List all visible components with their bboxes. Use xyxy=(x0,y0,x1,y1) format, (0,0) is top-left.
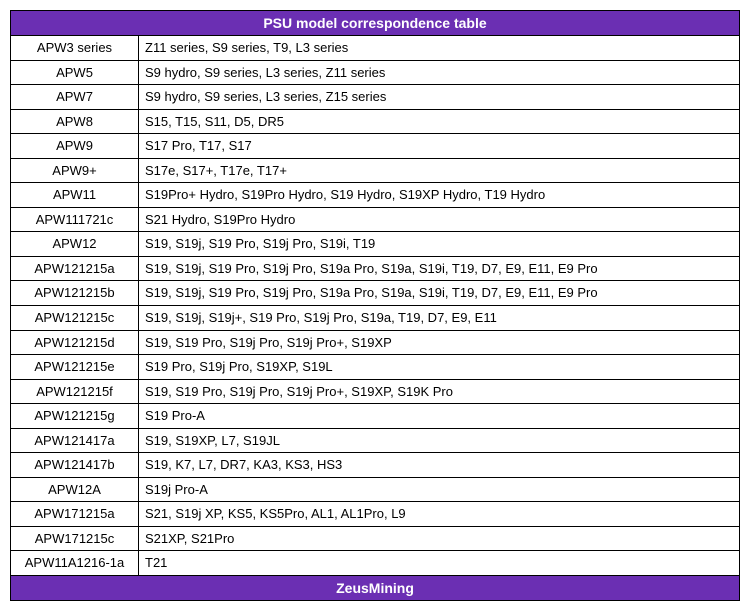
compat-cell: S19, K7, L7, DR7, KA3, KS3, HS3 xyxy=(139,453,740,478)
compat-cell: S19, S19 Pro, S19j Pro, S19j Pro+, S19XP xyxy=(139,330,740,355)
table-row: APW11A1216-1aT21 xyxy=(11,551,740,576)
table-footer: ZeusMining xyxy=(11,576,740,601)
compat-cell: T21 xyxy=(139,551,740,576)
table-row: APW121215fS19, S19 Pro, S19j Pro, S19j P… xyxy=(11,379,740,404)
psu-model-cell: APW12 xyxy=(11,232,139,257)
psu-model-cell: APW121215e xyxy=(11,355,139,380)
table-row: APW171215cS21XP, S21Pro xyxy=(11,526,740,551)
psu-model-cell: APW11 xyxy=(11,183,139,208)
compat-cell: S19, S19j, S19 Pro, S19j Pro, S19i, T19 xyxy=(139,232,740,257)
psu-model-cell: APW121215d xyxy=(11,330,139,355)
table-footer-row: ZeusMining xyxy=(11,576,740,601)
table-row: APW121215aS19, S19j, S19 Pro, S19j Pro, … xyxy=(11,256,740,281)
compat-cell: S19j Pro-A xyxy=(139,477,740,502)
compat-cell: S19, S19j, S19 Pro, S19j Pro, S19a Pro, … xyxy=(139,281,740,306)
psu-model-cell: APW111721c xyxy=(11,207,139,232)
compat-cell: S19, S19j, S19j+, S19 Pro, S19j Pro, S19… xyxy=(139,306,740,331)
table-row: APW12S19, S19j, S19 Pro, S19j Pro, S19i,… xyxy=(11,232,740,257)
table-row: APW121417bS19, K7, L7, DR7, KA3, KS3, HS… xyxy=(11,453,740,478)
compat-cell: S19, S19j, S19 Pro, S19j Pro, S19a Pro, … xyxy=(139,256,740,281)
compat-cell: S19Pro+ Hydro, S19Pro Hydro, S19 Hydro, … xyxy=(139,183,740,208)
compat-cell: S21XP, S21Pro xyxy=(139,526,740,551)
table-row: APW121215dS19, S19 Pro, S19j Pro, S19j P… xyxy=(11,330,740,355)
table-title: PSU model correspondence table xyxy=(11,11,740,36)
psu-model-cell: APW9 xyxy=(11,134,139,159)
compat-cell: S17 Pro, T17, S17 xyxy=(139,134,740,159)
table-row: APW3 seriesZ11 series, S9 series, T9, L3… xyxy=(11,36,740,61)
psu-model-cell: APW121215g xyxy=(11,404,139,429)
psu-model-cell: APW8 xyxy=(11,109,139,134)
compat-cell: S9 hydro, S9 series, L3 series, Z11 seri… xyxy=(139,60,740,85)
psu-model-cell: APW171215a xyxy=(11,502,139,527)
table-row: APW171215aS21, S19j XP, KS5, KS5Pro, AL1… xyxy=(11,502,740,527)
table-row: APW7S9 hydro, S9 series, L3 series, Z15 … xyxy=(11,85,740,110)
table-row: APW5S9 hydro, S9 series, L3 series, Z11 … xyxy=(11,60,740,85)
compat-cell: S19, S19 Pro, S19j Pro, S19j Pro+, S19XP… xyxy=(139,379,740,404)
psu-model-cell: APW121215c xyxy=(11,306,139,331)
table-row: APW8S15, T15, S11, D5, DR5 xyxy=(11,109,740,134)
psu-model-cell: APW121215f xyxy=(11,379,139,404)
psu-model-cell: APW121417b xyxy=(11,453,139,478)
compat-cell: S17e, S17+, T17e, T17+ xyxy=(139,158,740,183)
psu-model-cell: APW11A1216-1a xyxy=(11,551,139,576)
compat-cell: S21, S19j XP, KS5, KS5Pro, AL1, AL1Pro, … xyxy=(139,502,740,527)
compat-cell: S15, T15, S11, D5, DR5 xyxy=(139,109,740,134)
compat-cell: S19 Pro-A xyxy=(139,404,740,429)
table-row: APW9+S17e, S17+, T17e, T17+ xyxy=(11,158,740,183)
table-row: APW121215cS19, S19j, S19j+, S19 Pro, S19… xyxy=(11,306,740,331)
table-row: APW9S17 Pro, T17, S17 xyxy=(11,134,740,159)
psu-model-cell: APW9+ xyxy=(11,158,139,183)
compat-cell: S21 Hydro, S19Pro Hydro xyxy=(139,207,740,232)
psu-correspondence-table: PSU model correspondence table APW3 seri… xyxy=(10,10,740,601)
table-row: APW121215eS19 Pro, S19j Pro, S19XP, S19L xyxy=(11,355,740,380)
table-row: APW12AS19j Pro-A xyxy=(11,477,740,502)
compat-cell: S19 Pro, S19j Pro, S19XP, S19L xyxy=(139,355,740,380)
table-row: APW111721cS21 Hydro, S19Pro Hydro xyxy=(11,207,740,232)
table-header-row: PSU model correspondence table xyxy=(11,11,740,36)
table-row: APW121215bS19, S19j, S19 Pro, S19j Pro, … xyxy=(11,281,740,306)
psu-model-cell: APW121215a xyxy=(11,256,139,281)
compat-cell: S19, S19XP, L7, S19JL xyxy=(139,428,740,453)
psu-model-cell: APW5 xyxy=(11,60,139,85)
compat-cell: Z11 series, S9 series, T9, L3 series xyxy=(139,36,740,61)
compat-cell: S9 hydro, S9 series, L3 series, Z15 seri… xyxy=(139,85,740,110)
psu-model-cell: APW121417a xyxy=(11,428,139,453)
table-row: APW11S19Pro+ Hydro, S19Pro Hydro, S19 Hy… xyxy=(11,183,740,208)
psu-model-cell: APW7 xyxy=(11,85,139,110)
psu-model-cell: APW12A xyxy=(11,477,139,502)
psu-model-cell: APW3 series xyxy=(11,36,139,61)
psu-model-cell: APW171215c xyxy=(11,526,139,551)
psu-model-cell: APW121215b xyxy=(11,281,139,306)
table-row: APW121215gS19 Pro-A xyxy=(11,404,740,429)
table-row: APW121417aS19, S19XP, L7, S19JL xyxy=(11,428,740,453)
